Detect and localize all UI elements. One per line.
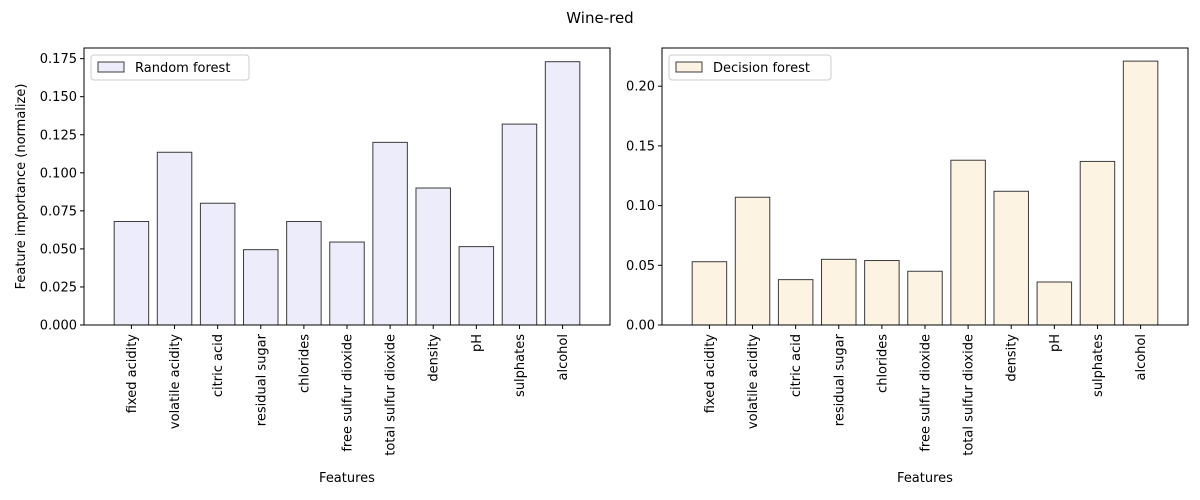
- x-tick-label-total-sulfur-dioxide: total sulfur dioxide: [962, 334, 977, 456]
- legend: Random forest: [90, 54, 250, 81]
- legend-box: [668, 54, 832, 81]
- x-tick-label-residual-sugar: residual sugar: [832, 333, 847, 426]
- x-tick-label-alcohol: alcohol: [556, 334, 571, 380]
- legend-swatch: [675, 61, 703, 73]
- bar-sulphates: [1079, 160, 1116, 326]
- y-tick-label: 0.025: [40, 280, 77, 295]
- y-tick-label: 0.00: [626, 319, 655, 334]
- bar-fixed-acidity: [113, 221, 150, 326]
- y-tick-label: 0.10: [626, 199, 655, 214]
- x-tick-label-total-sulfur-dioxide: total sulfur dioxide: [384, 334, 399, 456]
- bar-ph: [1036, 281, 1073, 326]
- x-tick-label-free-sulfur-dioxide: free sulfur dioxide: [919, 334, 934, 452]
- y-tick-label: 0.125: [40, 128, 77, 143]
- x-tick-label-volatile-acidity: volatile acidity: [168, 334, 183, 429]
- x-tick-label-fixed-acidity: fixed acidity: [125, 334, 140, 414]
- bar-ph: [458, 246, 495, 326]
- x-tick-label-citric-acid: citric acid: [211, 334, 226, 397]
- chart-panel-decision-forest: 0.00 0.05 0.10 0.15 0.20 fixed acidity volatil…: [626, 47, 1189, 486]
- x-axis-label: Features: [319, 471, 375, 486]
- y-tick-label: 0.150: [40, 90, 77, 105]
- bar-volatile-acidity: [156, 151, 193, 326]
- bar-citric-acid: [777, 279, 814, 326]
- bar-free-sulfur-dioxide: [907, 270, 943, 326]
- y-tick-label: 0.05: [626, 259, 655, 274]
- bar-residual-sugar: [243, 249, 279, 326]
- y-tick-label: 0.000: [40, 319, 77, 334]
- bar-fixed-acidity: [691, 261, 728, 326]
- y-tick-label: 0.20: [626, 80, 655, 95]
- bar-free-sulfur-dioxide: [329, 241, 365, 326]
- y-tick-label: 0.100: [40, 166, 77, 181]
- x-tick-label-alcohol: alcohol: [1134, 334, 1149, 380]
- bar-total-sulfur-dioxide: [372, 141, 408, 326]
- bar-chlorides: [286, 221, 322, 326]
- figure-suptitle: Wine-red: [566, 9, 633, 27]
- x-tick-label-sulphates: sulphates: [1091, 334, 1106, 397]
- bar-residual-sugar: [821, 258, 857, 326]
- x-tick-label-chlorides: chlorides: [297, 334, 312, 393]
- x-tick-label-sulphates: sulphates: [513, 334, 528, 397]
- legend: Decision forest: [668, 54, 832, 81]
- x-tick-label-density: density: [1005, 334, 1020, 382]
- legend-label: Random forest: [135, 61, 230, 76]
- bar-alcohol: [1122, 60, 1159, 326]
- x-axis-label: Features: [897, 471, 953, 486]
- x-tick-label-density: density: [427, 334, 442, 382]
- x-tick-label-free-sulfur-dioxide: free sulfur dioxide: [341, 334, 356, 452]
- y-tick-label: 0.050: [40, 242, 77, 257]
- y-axis-label: Feature importance (normalize): [14, 84, 29, 290]
- legend-label: Decision forest: [713, 61, 810, 76]
- bar-chlorides: [864, 260, 900, 326]
- x-tick-label-chlorides: chlorides: [875, 334, 890, 393]
- legend-swatch: [97, 61, 125, 73]
- x-tick-label-citric-acid: citric acid: [789, 334, 804, 397]
- bar-density: [993, 190, 1029, 326]
- bar-alcohol: [544, 61, 581, 326]
- bar-sulphates: [501, 123, 538, 326]
- bar-citric-acid: [199, 202, 236, 326]
- bar-volatile-acidity: [734, 196, 771, 326]
- x-tick-label-volatile-acidity: volatile acidity: [746, 334, 761, 429]
- y-tick-label: 0.175: [40, 52, 77, 67]
- bar-density: [415, 187, 451, 326]
- x-tick-label-ph: pH: [470, 334, 485, 352]
- x-tick-label-ph: pH: [1048, 334, 1063, 352]
- y-tick-label: 0.075: [40, 204, 77, 219]
- x-tick-label-residual-sugar: residual sugar: [254, 333, 269, 426]
- chart-panel-random-forest: 0.000 0.025 0.050 0.075 0.100 0.125 0.150 0.175…: [14, 47, 611, 486]
- y-tick-label: 0.15: [626, 139, 655, 154]
- legend-box: [90, 54, 250, 81]
- x-tick-label-fixed-acidity: fixed acidity: [703, 334, 718, 414]
- bar-total-sulfur-dioxide: [950, 159, 986, 326]
